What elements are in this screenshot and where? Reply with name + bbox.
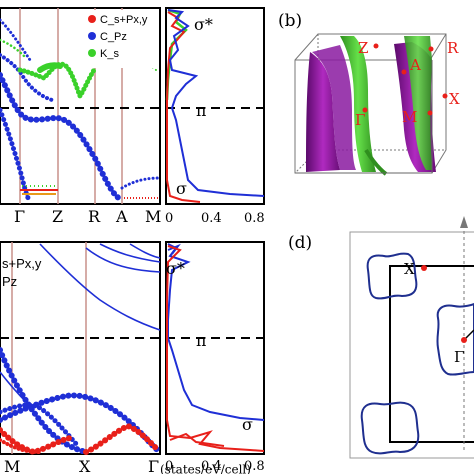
legend-dot-green [88, 49, 96, 57]
bottom-dos-panel: σ* π σ 0 0.4 0.8 (states/eV/cell) [160, 241, 265, 474]
bottom-red-band-3 [0, 438, 42, 454]
bz-point-z-dot [373, 43, 379, 49]
bottom-legend-item-s: s+Px,y [2, 256, 42, 271]
panel-d-label: (d) [288, 233, 312, 253]
top-dos-sigma: σ [176, 179, 187, 198]
bz-point-a: A [409, 56, 421, 74]
top-dos-pi: π [196, 101, 207, 120]
bottom-band-frame [0, 241, 161, 455]
top-dos-tick-0: 0 [165, 211, 173, 226]
legend-dot-blue [88, 32, 96, 40]
top-dos-red [166, 11, 201, 203]
bottom-red-band-2 [83, 422, 159, 455]
fs-purple-left [306, 52, 340, 172]
fs2d-point-x: X [404, 260, 415, 278]
fs2d-point-x-dot [421, 265, 427, 271]
bz-point-z: Z [358, 39, 368, 57]
bottom-blue-band-6 [99, 243, 161, 263]
top-blue-band-2 [0, 107, 33, 205]
bz-point-r-dot [428, 46, 434, 52]
bz-point-m: M [402, 108, 417, 126]
bottom-dos-pi: π [196, 331, 207, 350]
bottom-blue-band-1 [0, 347, 89, 455]
panel-b: (b) Z R A Γ M X [278, 11, 460, 176]
fs-green-right [404, 36, 432, 170]
bz-point-r: R [447, 39, 459, 57]
fs2d-axis-arrow [460, 216, 468, 228]
fs2d-outer-frame [349, 231, 474, 459]
top-band-frame [0, 7, 161, 205]
bz-box-front [295, 60, 433, 174]
top-blue-band-5 [120, 176, 162, 190]
bottom-dos-tick-04: 0.4 [201, 459, 222, 474]
top-k-m: M [145, 207, 161, 226]
fs-green-center [340, 36, 376, 172]
fs2d-pocket-bottom [360, 401, 420, 455]
top-blue-band-4 [0, 18, 32, 62]
bz-point-m-dot [427, 110, 433, 116]
bottom-dos-blue-2 [167, 243, 181, 255]
top-green-band-3 [0, 38, 26, 58]
fs2d-point-gamma: Γ [454, 348, 464, 366]
top-blue-band-3 [0, 53, 54, 102]
top-dos-frame [165, 7, 265, 205]
panel-b-label: (b) [278, 11, 302, 31]
legend-item-cpz: C_Pz [100, 31, 127, 43]
bottom-dos-red [166, 245, 265, 452]
top-dos-blue [167, 9, 265, 197]
top-dos-sigma-star: σ* [194, 15, 213, 34]
fs2d-point-gamma-dot [461, 337, 467, 343]
bz-point-x: X [449, 90, 460, 108]
panel-d: (d) X Γ [288, 216, 474, 459]
top-k-z: Z [52, 207, 63, 226]
bottom-red-band-1 [0, 427, 73, 456]
bz-point-x-dot [442, 93, 448, 99]
bottom-legend-item-pz: Pz [2, 274, 17, 289]
top-dos-panel: σ* π σ 0 0.4 0.8 [165, 7, 265, 226]
top-legend-bg [84, 10, 158, 68]
top-k-a: A [115, 207, 128, 226]
top-band-panel: C_s+Px,y C_Pz K_s Γ Z R A M [0, 7, 162, 226]
bottom-k-x: X [79, 457, 91, 474]
bottom-dos-sigma-star: σ* [166, 259, 185, 278]
legend-item-cs: C_s+Px,y [100, 14, 148, 26]
fs-green-foot [364, 148, 388, 176]
bottom-dos-sigma: σ [242, 415, 253, 434]
bz-point-gamma: Γ [355, 111, 365, 129]
fs-purple-left-2 [312, 45, 356, 170]
top-dos-tick-04: 0.4 [201, 211, 222, 226]
legend-dot-red [88, 15, 96, 23]
bottom-dos-red-2 [169, 432, 225, 447]
bz-point-a-dot [401, 69, 407, 75]
bottom-k-gamma: Γ [148, 457, 159, 474]
top-k-r: R [88, 207, 101, 226]
fs2d-pocket-top [366, 252, 418, 300]
top-dos-tick-08: 0.8 [244, 211, 265, 226]
fs2d-pocket-right [436, 302, 474, 376]
bottom-k-m: M [4, 457, 20, 474]
bottom-blue-band-8 [0, 371, 35, 411]
bottom-dos-xlabel: (states/eV/cell) [160, 463, 251, 474]
bz-point-gamma-dot [362, 107, 368, 113]
bottom-blue-band-7 [129, 243, 161, 259]
legend-item-ks: K_s [100, 48, 119, 60]
bottom-dos-tick-08: 0.8 [244, 459, 265, 474]
bottom-band-panel: s+Px,y Pz M X Γ [0, 241, 163, 474]
top-k-gamma: Γ [14, 207, 25, 226]
bottom-blue-band-5 [85, 247, 161, 273]
top-green-band-2 [37, 62, 63, 73]
top-blue-band-1 [0, 72, 125, 203]
fs2d-bz-square [389, 265, 474, 443]
bottom-dos-tick-0: 0 [165, 459, 173, 474]
bottom-blue-band-4 [39, 243, 161, 331]
bottom-blue-band-3 [0, 402, 81, 449]
top-green-band-1 [17, 61, 97, 102]
